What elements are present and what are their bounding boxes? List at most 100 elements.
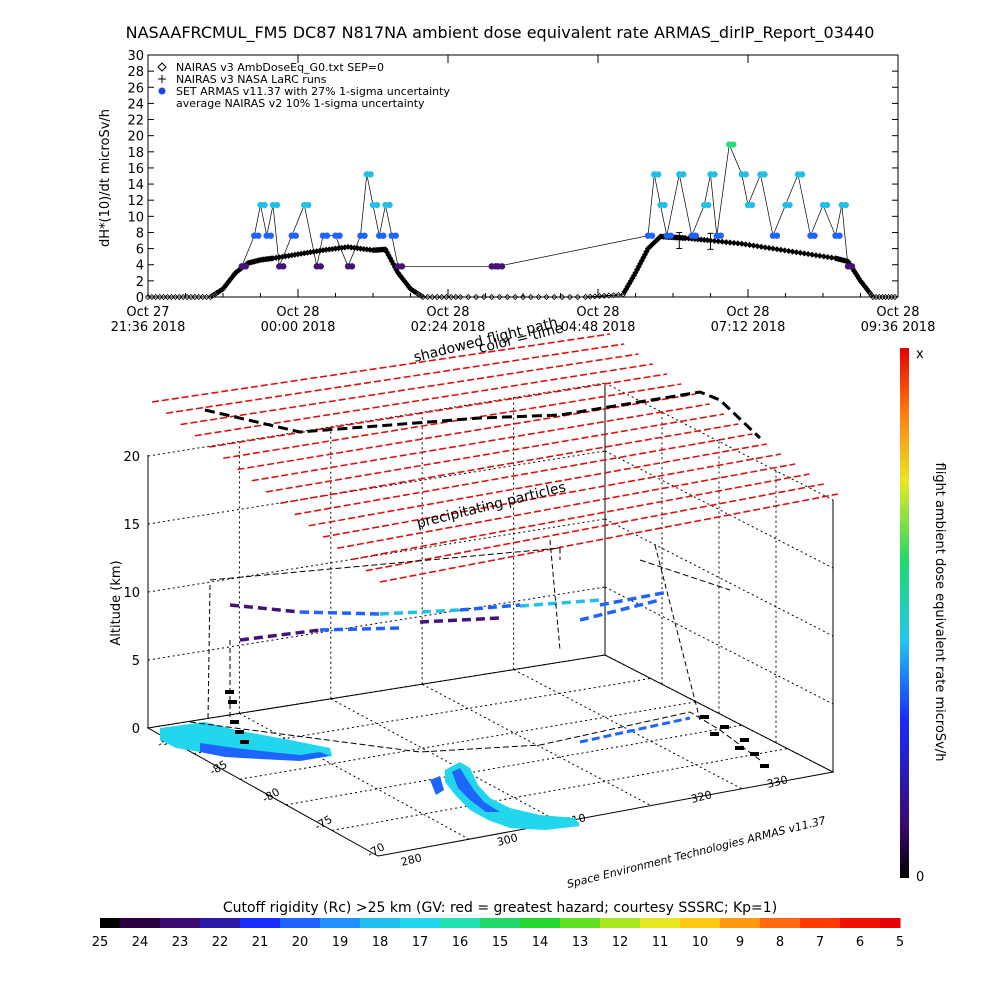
rigidity-color-cell (470, 918, 481, 928)
nairas-model-point (419, 293, 427, 301)
particle-grid-row (365, 483, 824, 572)
particle-grid-row (308, 443, 767, 527)
rigidity-color-cell (720, 918, 731, 928)
nairas-model-point (535, 293, 542, 301)
rigidity-color-cell (240, 918, 251, 928)
altitude-gridline-left-wall (147, 382, 606, 457)
nairas-model-point (758, 243, 765, 250)
rigidity-color-cell (710, 918, 721, 928)
nairas-model-point (448, 293, 455, 301)
ground-level-measurement (228, 700, 237, 704)
rigidity-color-cell (630, 918, 641, 928)
armas-measurement-point (648, 232, 656, 239)
ground-level-measurement (710, 732, 719, 736)
rigidity-color-cell (840, 918, 851, 928)
armas-measurement-point (748, 201, 756, 209)
nairas-model-point (824, 254, 831, 261)
nairas-model-point (176, 293, 183, 301)
y-tick-label: 4 (136, 259, 144, 274)
nairas-model-point (156, 293, 163, 301)
nairas-model-point (574, 293, 581, 301)
flight-segment (459, 603, 521, 612)
rigidity-title: Cutoff rigidity (Rc) >25 km (GV: red = g… (223, 900, 777, 916)
nairas-model-point (793, 249, 800, 256)
rigidity-color-cell (450, 918, 461, 928)
particle-grid-row (294, 433, 753, 516)
altitude-tick-label: 5 (132, 654, 140, 669)
armas-measurement-point (280, 263, 287, 270)
rigidity-tick-label: 5 (896, 935, 904, 950)
nairas-model-point (144, 293, 152, 301)
nairas-model-point (443, 293, 450, 301)
armas-measurement-point (773, 232, 781, 239)
floor-gridline (331, 748, 788, 831)
armas-measurement-point (386, 201, 393, 209)
armas-measurement-line (241, 143, 849, 268)
armas-measurement-point (348, 263, 356, 270)
rigidity-tick-label: 15 (492, 935, 509, 950)
rigidity-color-cell (430, 918, 441, 928)
ground-level-measurement (735, 746, 744, 750)
particle-grid-row (337, 463, 796, 550)
rigidity-color-cell (410, 918, 421, 928)
armas-measurement-point (786, 201, 793, 209)
nairas-model-point (719, 238, 726, 245)
floor-gridline (193, 677, 651, 755)
armas-measurement-point (392, 232, 399, 239)
rigidity-color-cell (760, 918, 771, 928)
rigidity-color-cell (650, 918, 661, 928)
legend-entry: SET ARMAS v11.37 with 27% 1-sigma uncert… (176, 85, 450, 98)
y-tick-label: 16 (127, 162, 144, 177)
altitude-gridline-left-wall (147, 450, 606, 525)
nairas-model-point (805, 250, 812, 258)
nairas-model-point (762, 244, 769, 251)
nairas-model-point (726, 239, 734, 246)
floor-gridline (513, 669, 743, 790)
x-tick-label-time: 00:00 2018 (261, 320, 336, 335)
rigidity-color-cell (160, 918, 171, 928)
nairas-model-point (711, 237, 718, 245)
y-tick-label: 20 (127, 130, 144, 145)
nairas-model-point (587, 293, 594, 300)
nairas-model-point (754, 243, 761, 250)
x-tick-label-time: 09:36 2018 (861, 320, 936, 335)
rigidity-color-cell (440, 918, 451, 928)
nairas-model-point (746, 241, 753, 249)
rigidity-color-cell (880, 918, 891, 928)
rigidity-color-cell (590, 918, 601, 928)
armas-measurement-point (373, 201, 381, 209)
rigidity-color-cell (740, 918, 751, 928)
nairas-model-point (766, 244, 773, 252)
armas-measurement-point (398, 263, 406, 270)
armas-measurement-point (261, 201, 268, 209)
nairas-model-point (187, 293, 195, 301)
precipitating-particles-grid (151, 333, 839, 583)
y-tick-label: 30 (127, 49, 144, 64)
rigidity-color-cell (530, 918, 541, 928)
nairas-model-point (433, 293, 441, 301)
rigidity-color-cell (670, 918, 681, 928)
rigidity-tick-label: 16 (452, 935, 469, 950)
ground-level-measurement (700, 715, 709, 719)
longitude-tick-label: 320 (690, 788, 714, 806)
rigidity-tick-label: 13 (572, 935, 589, 950)
nairas-model-point (160, 293, 167, 301)
rigidity-color-cell (460, 918, 471, 928)
rigidity-colorbar: Cutoff rigidity (Rc) >25 km (GV: red = g… (92, 900, 904, 950)
rigidity-color-cell (820, 918, 831, 928)
particle-grid-row (280, 423, 739, 505)
flight-segment (599, 590, 669, 607)
rigidity-color-cell (620, 918, 631, 928)
armas-measurement-point (680, 171, 687, 178)
armas-measurement-point (811, 232, 818, 239)
rigidity-color-cell (520, 918, 531, 928)
rigidity-color-cell (800, 918, 811, 928)
rigidity-color-cell (860, 918, 871, 928)
nairas-model-point (723, 239, 730, 246)
rigidity-color-cell (150, 918, 161, 928)
particle-grid-row (166, 343, 625, 415)
flight-3d-panel: shadowed flight path color = time 051015… (109, 315, 839, 891)
nairas-model-point (615, 291, 622, 298)
nairas-model-point (781, 247, 788, 254)
